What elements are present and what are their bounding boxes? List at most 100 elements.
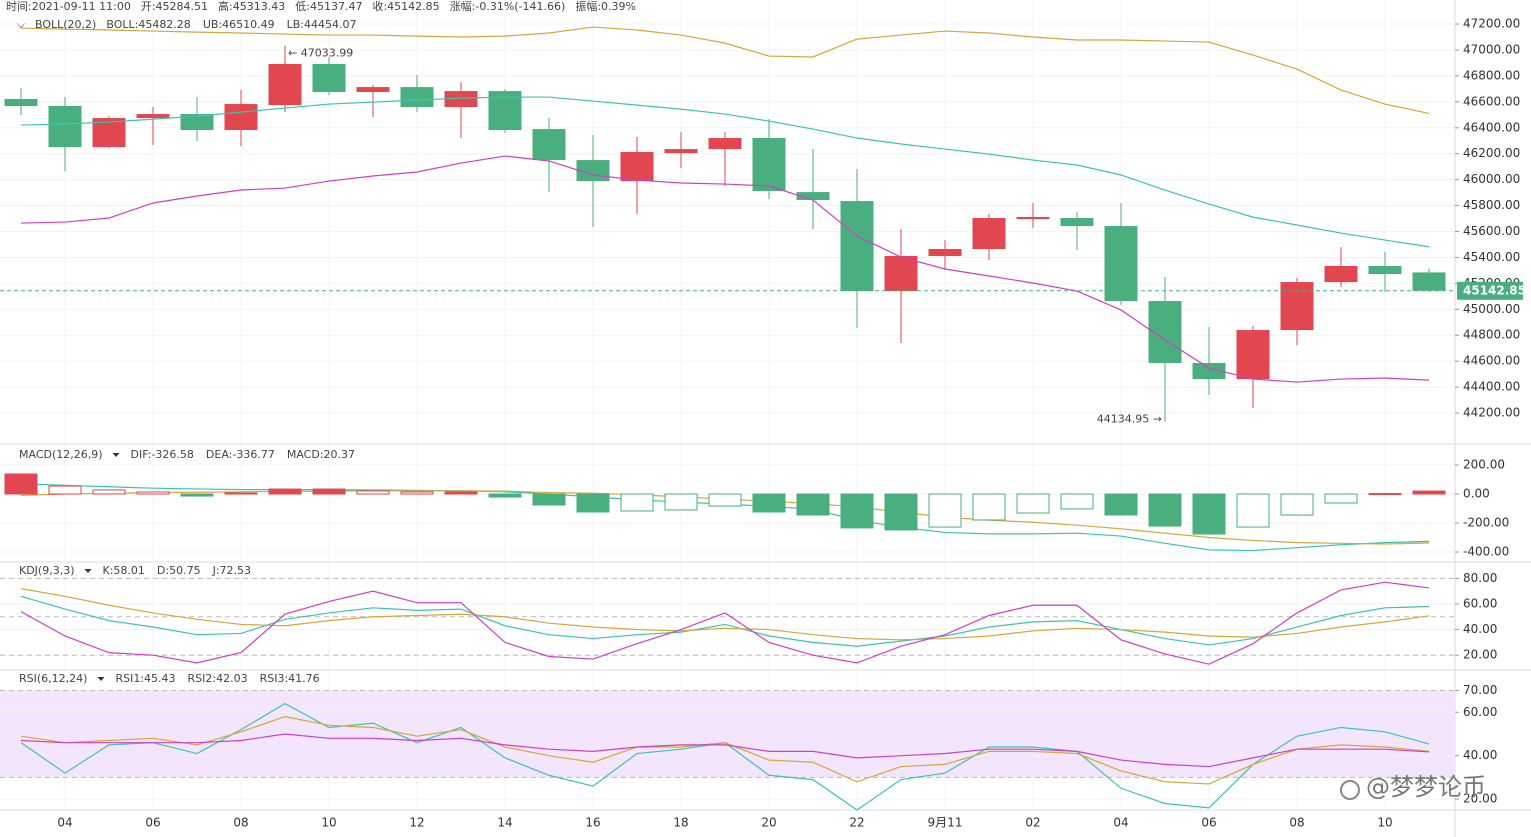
macd-bar — [972, 493, 1006, 521]
x-tick-label: 16 — [585, 816, 600, 830]
x-tick-label: 06 — [1201, 816, 1216, 830]
indicator-line — [20, 96, 1430, 248]
macd-bar — [1324, 493, 1358, 504]
macd-bar — [1104, 493, 1138, 516]
indicator-line — [20, 715, 1430, 785]
candle-body — [312, 63, 346, 92]
x-tick-label: 22 — [849, 816, 864, 830]
macd-bar — [532, 493, 566, 506]
macd-bar — [268, 488, 302, 495]
candle-body — [840, 201, 874, 292]
macd-bar — [1412, 490, 1446, 495]
indicator-line — [20, 26, 1430, 115]
macd-bar — [664, 493, 698, 511]
y-tick-label: 200.00 — [1463, 457, 1505, 471]
macd-bar — [312, 488, 346, 495]
macd-bar — [928, 493, 962, 528]
macd-bar — [92, 489, 126, 495]
candle-body — [268, 63, 302, 106]
macd-bar — [1016, 493, 1050, 514]
x-tick-label: 9月11 — [928, 816, 963, 830]
info-text: 收:45142.85 — [372, 0, 439, 13]
y-tick-label: 60.00 — [1463, 705, 1497, 719]
y-tick-label: 46600.00 — [1463, 94, 1520, 108]
y-tick-label: -200.00 — [1463, 516, 1509, 530]
y-tick-label: 45600.00 — [1463, 224, 1520, 238]
macd-bar — [224, 492, 258, 495]
candle-body — [1192, 362, 1226, 380]
indicator-line — [20, 155, 1430, 383]
candle-body — [1412, 272, 1446, 291]
legend-entry: RSI1:45.43 — [115, 672, 175, 685]
y-tick-label: 46800.00 — [1463, 68, 1520, 82]
candle-body — [4, 99, 38, 107]
macd-bar — [180, 493, 214, 497]
candle-body — [48, 106, 82, 148]
macd-bar — [1060, 493, 1094, 510]
y-tick-label: 40.00 — [1463, 622, 1497, 636]
x-tick-label: 12 — [409, 816, 424, 830]
y-tick-label: 46000.00 — [1463, 172, 1520, 186]
candle-body — [576, 160, 610, 182]
macd-bar — [1236, 493, 1270, 528]
y-tick-label: 20.00 — [1463, 648, 1497, 662]
candle-body — [1060, 218, 1094, 227]
y-tick-label: 70.00 — [1463, 683, 1497, 697]
candle-body — [708, 138, 742, 150]
y-tick-label: -400.00 — [1463, 545, 1509, 559]
macd-bar — [708, 493, 742, 507]
x-tick-label: 08 — [1289, 816, 1304, 830]
macd-bar — [444, 491, 478, 495]
candle-body — [1236, 330, 1270, 380]
legend-entry: RSI3:41.76 — [260, 672, 320, 685]
candle-body — [532, 129, 566, 161]
candle-body — [972, 218, 1006, 250]
collapse-icon[interactable] — [16, 22, 26, 29]
macd-bar — [1368, 493, 1402, 496]
indicator-line — [20, 581, 1430, 665]
x-tick-label: 04 — [57, 816, 72, 830]
legend-entry: BOLL:45482.28 — [106, 18, 190, 31]
indicator-line — [20, 588, 1430, 641]
y-tick-label: 20.00 — [1463, 792, 1497, 806]
x-tick-label: 04 — [1113, 816, 1128, 830]
y-tick-label: 46400.00 — [1463, 120, 1520, 134]
y-tick-label: 45000.00 — [1463, 302, 1520, 316]
info-text: 涨幅:-0.31%(-141.66) — [450, 0, 566, 13]
x-tick-label: 10 — [1377, 816, 1392, 830]
legend-entry: D:50.75 — [157, 564, 201, 577]
info-text: 振幅:0.39% — [575, 0, 636, 13]
dropdown-icon[interactable] — [84, 569, 92, 573]
last-price-label: 45142.85 — [1463, 283, 1526, 297]
macd-bar — [136, 491, 170, 495]
legend-entry: LB:44454.07 — [287, 18, 357, 31]
macd-bar — [488, 493, 522, 498]
candle-body — [1016, 216, 1050, 220]
x-tick-label: 10 — [321, 816, 336, 830]
candle-body — [400, 87, 434, 108]
macd-bar — [356, 490, 390, 495]
macd-bar — [4, 473, 38, 495]
indicator-title: MACD(12,26,9) — [19, 448, 103, 461]
indicator-title: RSI(6,12,24) — [19, 672, 87, 685]
candle-body — [444, 91, 478, 108]
dropdown-icon[interactable] — [97, 677, 105, 681]
dropdown-icon[interactable] — [112, 453, 120, 457]
x-tick-label: 08 — [233, 816, 248, 830]
indicator-line — [20, 595, 1430, 647]
info-text: 开:45284.51 — [141, 0, 208, 13]
info-text: 低:45137.47 — [295, 0, 362, 13]
watermark-group: @梦梦论币 — [1340, 773, 1486, 801]
y-tick-label: 44800.00 — [1463, 328, 1520, 342]
band — [0, 690, 1455, 778]
x-tick-label: 06 — [145, 816, 160, 830]
candle-body — [928, 249, 962, 257]
candle-body — [664, 149, 698, 154]
macd-bar — [1192, 493, 1226, 535]
candle-body — [884, 256, 918, 292]
watermark: @梦梦论币 — [1366, 773, 1486, 801]
macd-bar — [1280, 493, 1314, 516]
x-tick-label: 02 — [1025, 816, 1040, 830]
indicator-title: KDJ(9,3,3) — [19, 564, 75, 577]
